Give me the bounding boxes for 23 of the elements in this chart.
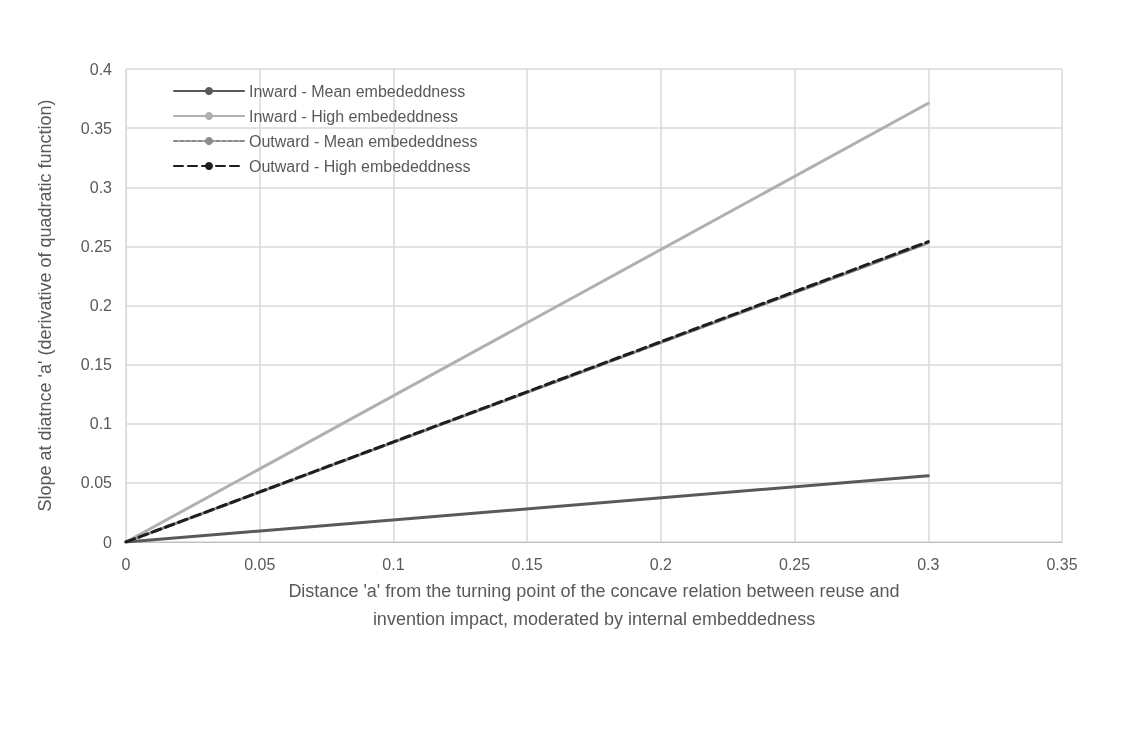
x-tick-label: 0.3 <box>917 555 940 573</box>
x-tick-label: 0 <box>121 555 131 573</box>
legend-label: Inward - High embededdness <box>249 107 459 125</box>
y-tick-label: 0.05 <box>80 474 113 492</box>
legend-label: Inward - Mean embededdness <box>249 82 466 100</box>
legend-label: Outward - High embededdness <box>249 157 471 175</box>
y-tick-label: 0.3 <box>89 178 113 196</box>
y-tick-label: 0.35 <box>80 119 113 137</box>
y-tick-label: 0.25 <box>80 237 113 255</box>
x-tick-label: 0.35 <box>1046 555 1078 573</box>
y-axis-title: Slope at diatnce 'a' (derivative of quadratic function) <box>35 99 55 512</box>
x-axis-title: Distance 'a' from the turning point of the concave relation between reuse and invention impact, moderated by internal embeddedness <box>288 580 900 629</box>
y-tick-label: 0.1 <box>89 415 113 433</box>
x-tick-label: 0.1 <box>382 555 405 573</box>
legend-label: Outward - Mean embededdness <box>249 132 478 150</box>
y-tick-label: 0.15 <box>80 356 113 374</box>
y-tick-label: 0 <box>103 533 113 551</box>
x-tick-label: 0.2 <box>649 555 673 573</box>
y-tick-label: 0.2 <box>89 297 113 314</box>
x-tick-label: 0.05 <box>244 555 276 573</box>
x-tick-label: 0.25 <box>779 555 811 573</box>
x-tick-label: 0.15 <box>511 555 543 573</box>
y-tick-label: 0.4 <box>89 60 113 78</box>
